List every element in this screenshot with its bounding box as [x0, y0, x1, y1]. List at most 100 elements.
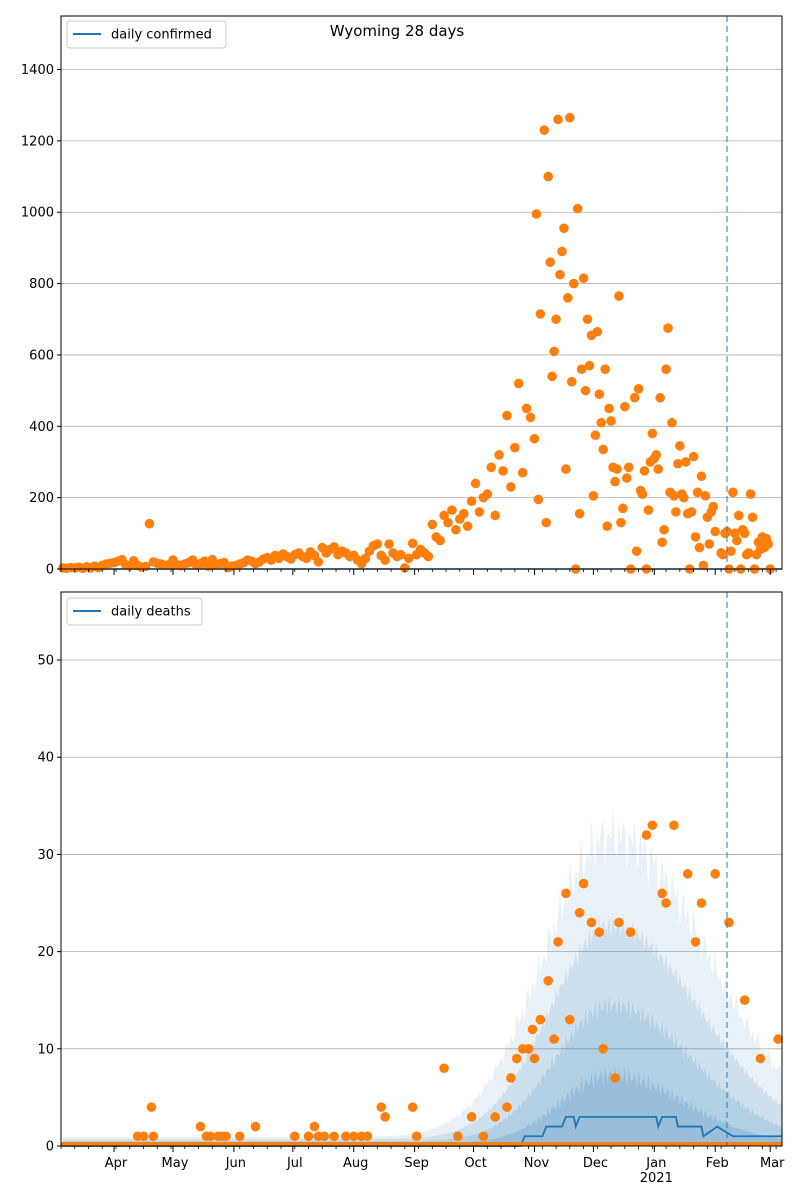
deaths-point [341, 1131, 351, 1142]
deaths-point [376, 1102, 387, 1112]
confirmed-point [747, 512, 758, 523]
x-tick-label: Feb [706, 1156, 729, 1171]
confirmed-point [423, 551, 434, 562]
confirmed-marks [58, 112, 782, 574]
y-tick-label: 20 [37, 945, 54, 960]
confirmed-point [458, 508, 469, 519]
confirmed-point [639, 466, 650, 476]
x-tick-label: Jul [286, 1156, 303, 1171]
confirmed-point [547, 371, 557, 382]
deaths-point [380, 1112, 390, 1122]
x-tick-label: Dec [583, 1156, 608, 1171]
y-tick-label: 10 [37, 1042, 54, 1057]
confirmed-y-ticks: 0 200 400 600 800 1000 1200 1400 [21, 63, 61, 578]
confirmed-point [541, 517, 552, 528]
deaths-point [594, 927, 605, 937]
confirmed-point [568, 278, 579, 289]
confirmed-panel: 0 200 400 600 800 1000 1200 1400 daily confirme… [21, 15, 783, 578]
deaths-point [348, 1131, 359, 1142]
confirmed-point [443, 517, 453, 528]
deaths-point [724, 917, 734, 928]
confirmed-point [486, 462, 497, 473]
confirmed-point [545, 257, 555, 267]
confirmed-point [462, 521, 473, 531]
confirmed-point [671, 507, 681, 517]
confirmed-point [551, 314, 561, 325]
confirmed-point [732, 535, 742, 546]
confirmed-point [590, 430, 601, 441]
x-tick-label: Apr [105, 1156, 128, 1171]
deaths-point [543, 975, 554, 986]
confirmed-point [582, 314, 593, 325]
confirmed-point [144, 518, 155, 529]
deaths-point [739, 995, 750, 1006]
confirmed-point [651, 450, 662, 460]
confirmed-point [661, 364, 671, 375]
confirmed-point [610, 476, 620, 487]
confirmed-point [594, 389, 605, 399]
deaths-point [439, 1063, 449, 1074]
confirmed-point [531, 209, 542, 219]
deaths-point [690, 937, 701, 947]
y-tick-label: 50 [37, 654, 54, 669]
confirmed-point [669, 491, 679, 501]
confirmed-point [576, 364, 587, 375]
confirmed-point [574, 508, 585, 519]
confirmed-point [580, 385, 591, 396]
deaths-point [696, 898, 707, 908]
confirmed-legend: daily confirmed [66, 20, 227, 49]
deaths-uncertainty-bands [62, 806, 782, 1146]
y-tick-label: 40 [37, 751, 54, 766]
confirmed-point [563, 293, 573, 303]
confirmed-point [592, 326, 603, 337]
deaths-point [657, 888, 667, 899]
deaths-point [221, 1131, 231, 1142]
deaths-point [661, 898, 671, 908]
deaths-marks [61, 820, 783, 1147]
confirmed-point [620, 401, 630, 412]
confirmed-point [614, 291, 624, 301]
y-tick-label: 400 [29, 420, 54, 435]
confirmed-point [621, 473, 632, 483]
confirmed-point [643, 505, 654, 515]
confirmed-point [557, 246, 567, 257]
deaths-point [523, 1044, 534, 1054]
confirmed-point [474, 507, 485, 517]
confirmed-point [604, 403, 614, 414]
confirmed-point [525, 412, 536, 423]
deaths-point [755, 1053, 766, 1064]
deaths-gridlines [61, 659, 782, 1050]
confirmed-point [718, 549, 728, 560]
confirmed-point [427, 519, 438, 530]
confirmed-point [743, 548, 754, 558]
confirmed-point [517, 467, 528, 478]
confirmed-point [407, 538, 418, 549]
deaths-point [549, 1034, 559, 1044]
deaths-point [574, 907, 585, 918]
confirmed-point [600, 364, 610, 375]
legend-label-confirmed: daily confirmed [111, 28, 212, 43]
confirmed-point [623, 462, 634, 473]
deaths-point [478, 1131, 489, 1142]
confirmed-point [678, 492, 689, 503]
deaths-point [669, 820, 679, 831]
uncertainty-band [62, 806, 782, 1146]
confirmed-point [667, 417, 677, 428]
deaths-point [506, 1073, 516, 1083]
confirmed-point [535, 309, 546, 319]
uncertainty-band [62, 1064, 782, 1146]
confirmed-point [598, 444, 609, 455]
chart-title: Wyoming 28 days [330, 22, 465, 40]
deaths-legend: daily deaths [66, 597, 203, 626]
confirmed-point [439, 510, 449, 521]
confirmed-point [733, 510, 744, 521]
deaths-point [138, 1131, 149, 1142]
deaths-point [309, 1121, 320, 1132]
confirmed-point [633, 384, 644, 394]
confirmed-point [466, 496, 477, 507]
confirmed-point [688, 451, 699, 462]
x-year-label: 2021 [640, 1171, 673, 1186]
y-tick-label: 0 [46, 1140, 54, 1155]
y-tick-label: 1000 [21, 206, 54, 221]
